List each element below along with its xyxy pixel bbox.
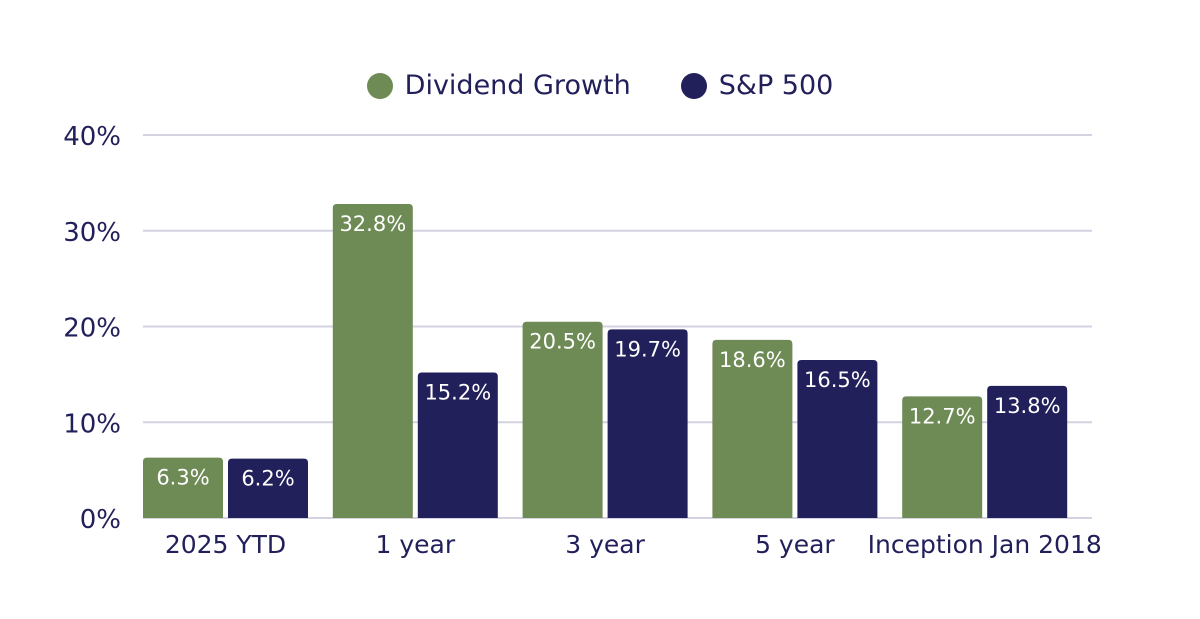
x-tick-label: Inception Jan 2018	[868, 530, 1102, 559]
data-label: 6.2%	[241, 467, 294, 491]
bar	[797, 360, 878, 518]
y-tick-label: 0%	[80, 505, 121, 535]
bar	[987, 385, 1068, 518]
data-label: 6.3%	[156, 466, 209, 490]
x-tick-label: 5 year	[755, 530, 835, 559]
legend-label-dividend-growth: Dividend Growth	[404, 70, 631, 101]
legend-item-sp500: S&P 500	[680, 70, 834, 101]
data-label: 13.8%	[994, 394, 1061, 418]
legend-swatch-dividend-growth	[366, 72, 393, 99]
data-label: 15.2%	[424, 380, 491, 404]
data-label: 12.7%	[909, 404, 976, 428]
x-tick-label: 1 year	[375, 530, 455, 559]
data-label: 18.6%	[719, 348, 786, 372]
x-tick-label: 2025 YTD	[165, 530, 286, 559]
legend-swatch-sp500	[680, 72, 707, 99]
y-tick-label: 10%	[63, 409, 121, 439]
data-label: 20.5%	[529, 330, 596, 354]
x-tick-label: 3 year	[565, 530, 645, 559]
bar	[417, 372, 498, 518]
y-tick-label: 30%	[63, 218, 121, 248]
bar	[902, 396, 983, 518]
data-label: 16.5%	[804, 368, 871, 392]
legend-label-sp500: S&P 500	[718, 70, 834, 101]
data-label: 19.7%	[614, 337, 681, 361]
y-tick-label: 40%	[63, 122, 121, 152]
y-tick-label: 20%	[63, 314, 121, 344]
bar	[712, 339, 793, 518]
bar	[228, 458, 308, 518]
legend: Dividend Growth S&P 500	[0, 70, 1200, 101]
bar	[143, 457, 223, 518]
legend-item-dividend-growth: Dividend Growth	[366, 70, 631, 101]
bar	[607, 329, 688, 518]
bar	[332, 203, 413, 518]
bar	[522, 321, 603, 518]
data-label: 32.8%	[339, 212, 406, 236]
